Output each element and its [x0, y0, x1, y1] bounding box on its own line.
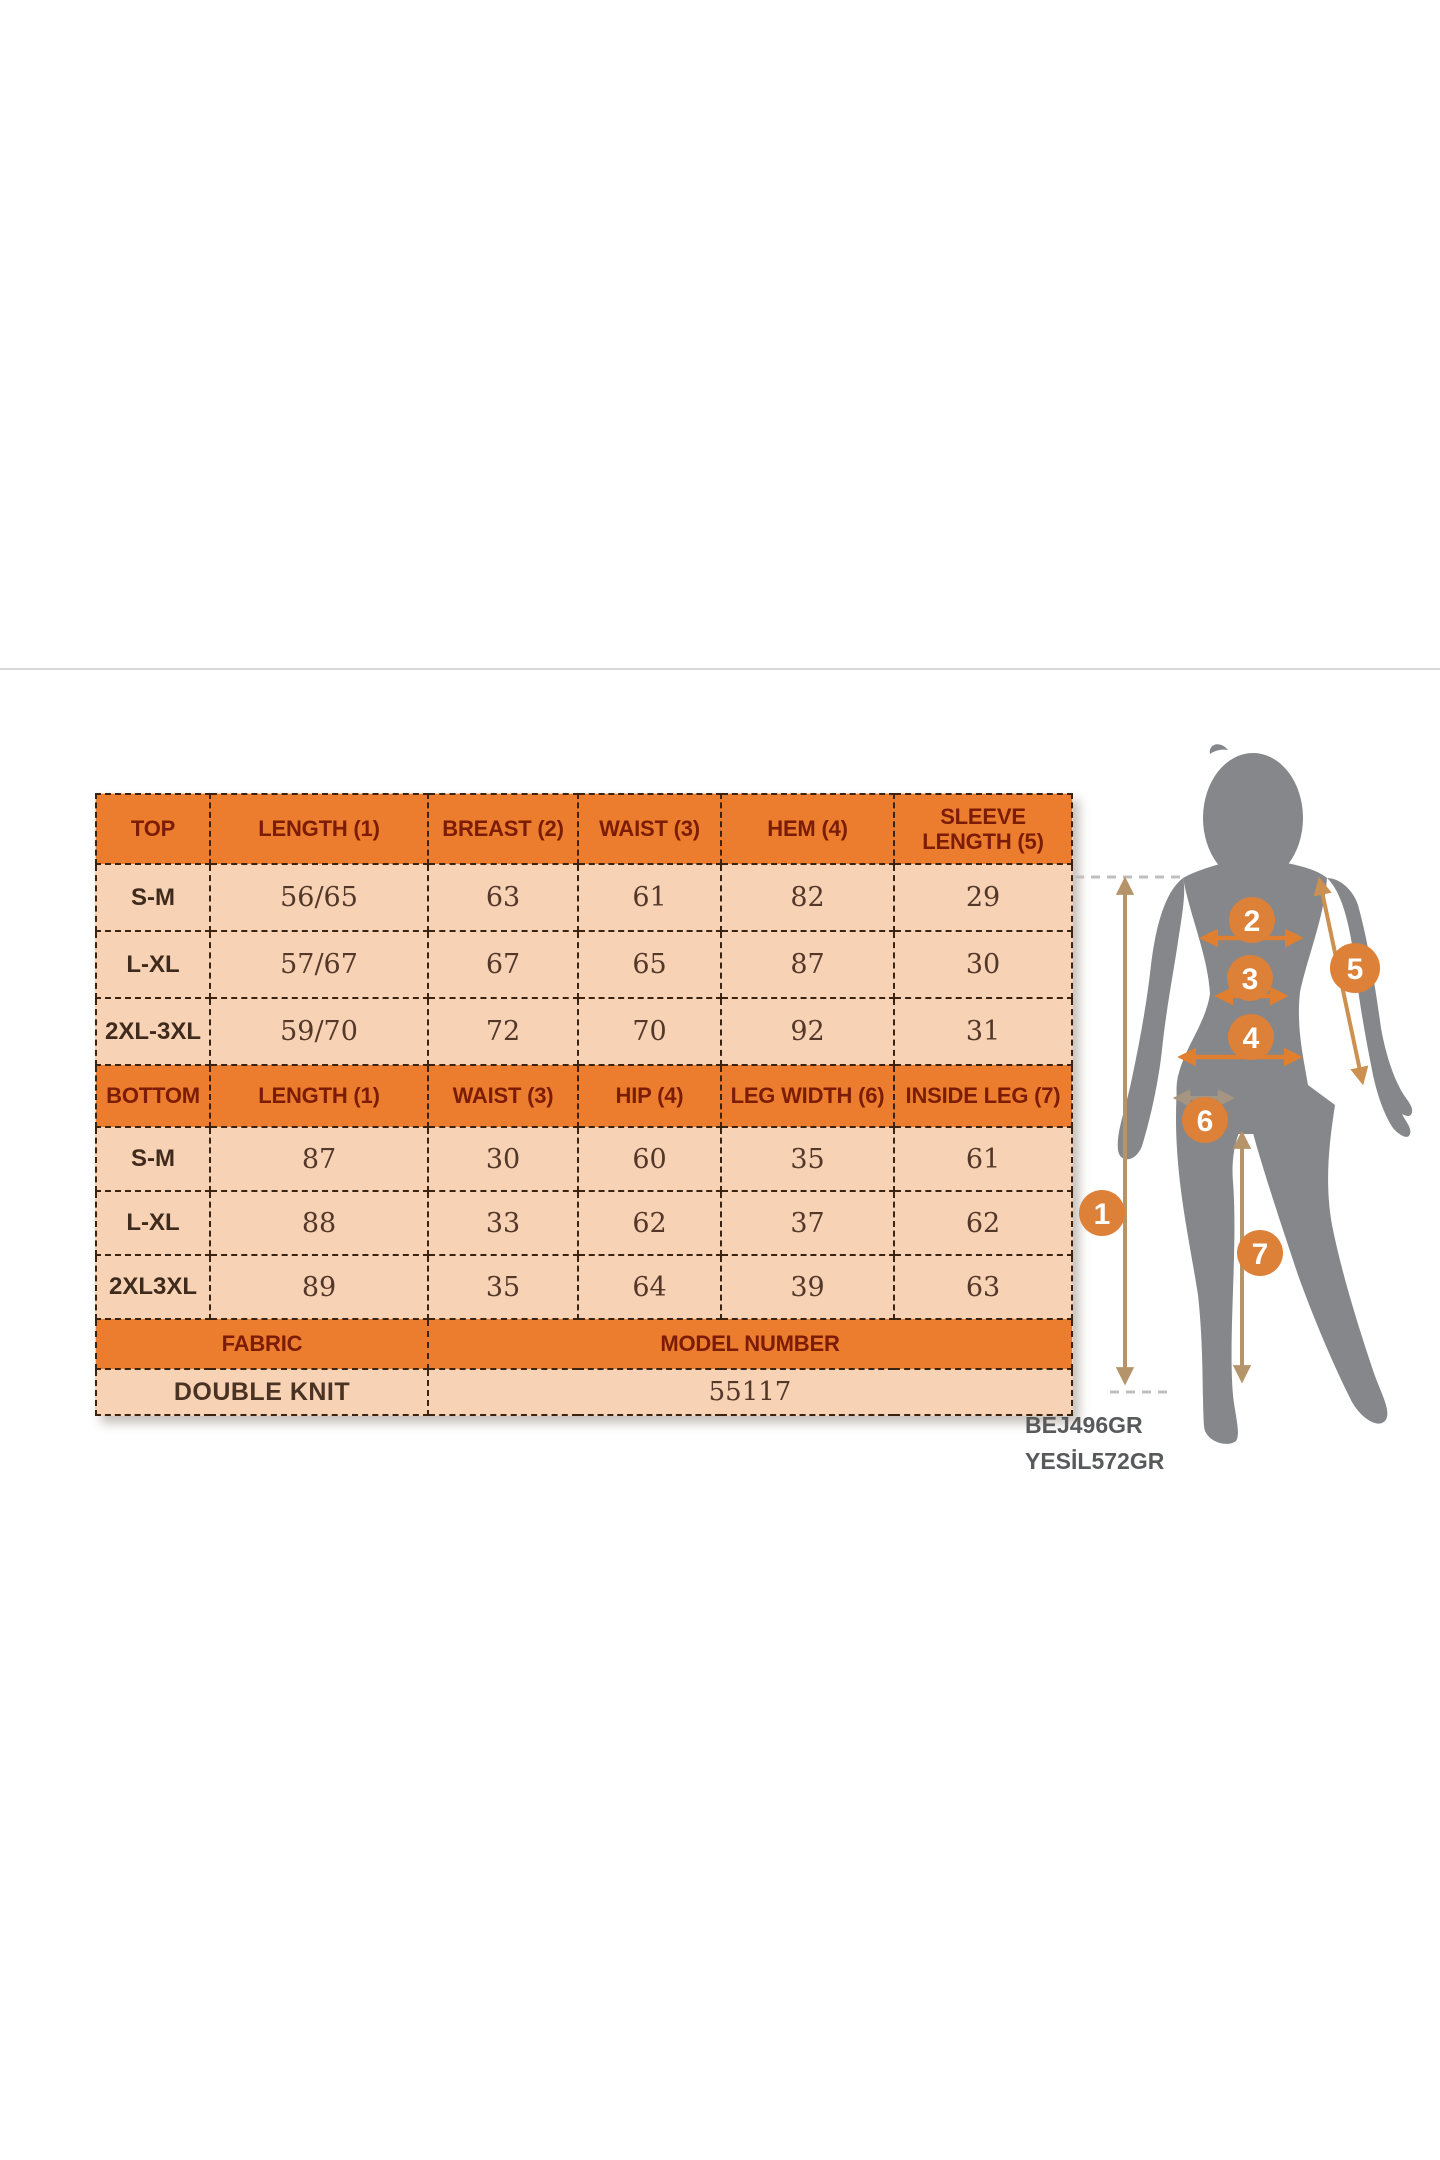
size-label: 2XL3XL: [95, 1254, 211, 1320]
measure-badge-4: 4: [1228, 1014, 1274, 1060]
size-label: L-XL: [95, 1190, 211, 1256]
svg-text:1: 1: [1094, 1198, 1111, 1231]
column-header: LENGTH (1): [209, 1064, 429, 1128]
size-value-cell: 64: [577, 1254, 722, 1320]
size-label: 2XL-3XL: [95, 997, 211, 1066]
size-value-cell: 72: [427, 997, 579, 1066]
size-value-cell: 87: [720, 930, 895, 999]
size-value-cell: 35: [720, 1126, 895, 1192]
column-header: SLEEVE LENGTH (5): [893, 793, 1073, 865]
size-value-cell: 39: [720, 1254, 895, 1320]
svg-text:2: 2: [1244, 905, 1261, 938]
column-header: TOP: [95, 793, 211, 865]
size-value-cell: 30: [427, 1126, 579, 1192]
fabric-header: FABRIC: [95, 1318, 429, 1370]
size-chart-body: TOP LENGTH (1) BREAST (2) WAIST (3) HEM (4) S…: [95, 793, 1073, 1416]
size-chart-table: TOP LENGTH (1) BREAST (2) WAIST (3) HEM (4) S…: [95, 793, 1073, 1416]
size-value-cell: 89: [209, 1254, 429, 1320]
size-value-cell: 63: [427, 863, 579, 932]
measure-badge-6: 6: [1182, 1097, 1228, 1143]
female-silhouette: [1117, 744, 1413, 1444]
model-number-header: MODEL NUMBER: [427, 1318, 1073, 1370]
column-header: BREAST (2): [427, 793, 579, 865]
size-label: L-XL: [95, 930, 211, 999]
measure-badge-7: 7: [1237, 1230, 1283, 1276]
svg-text:5: 5: [1347, 953, 1364, 986]
size-value-cell: 70: [577, 997, 722, 1066]
size-value-cell: 29: [893, 863, 1073, 932]
measurement-figure: 1 2 3 4 5 6 7: [1075, 744, 1413, 1444]
size-value-cell: 61: [577, 863, 722, 932]
size-value-cell: 92: [720, 997, 895, 1066]
column-header: WAIST (3): [427, 1064, 579, 1128]
column-header: BOTTOM: [95, 1064, 211, 1128]
size-label: S-M: [95, 863, 211, 932]
footer-header-row: FABRIC MODEL NUMBER: [95, 1318, 1073, 1370]
table-row: L-XL 57/67 67 65 87 30: [95, 930, 1073, 999]
column-header: LEG WIDTH (6): [720, 1064, 895, 1128]
size-value-cell: 88: [209, 1190, 429, 1256]
size-value-cell: 62: [893, 1190, 1073, 1256]
model-number-value: 55117: [427, 1368, 1073, 1416]
column-header: INSIDE LEG (7): [893, 1064, 1073, 1128]
measure-badge-2: 2: [1229, 897, 1275, 943]
size-value-cell: 37: [720, 1190, 895, 1256]
header-row: BOTTOM LENGTH (1) WAIST (3) HIP (4) LEG WIDT…: [95, 1064, 1073, 1128]
table-row: S-M 87 30 60 35 61: [95, 1126, 1073, 1192]
size-value-cell: 33: [427, 1190, 579, 1256]
size-value-cell: 56/65: [209, 863, 429, 932]
size-value-cell: 82: [720, 863, 895, 932]
header-row: TOP LENGTH (1) BREAST (2) WAIST (3) HEM (4) S…: [95, 793, 1073, 865]
separator-line: [0, 668, 1440, 670]
size-value-cell: 87: [209, 1126, 429, 1192]
size-value-cell: 59/70: [209, 997, 429, 1066]
svg-text:4: 4: [1243, 1022, 1260, 1055]
size-value-cell: 65: [577, 930, 722, 999]
size-value-cell: 35: [427, 1254, 579, 1320]
size-value-cell: 63: [893, 1254, 1073, 1320]
table-row: L-XL 88 33 62 37 62: [95, 1190, 1073, 1256]
measure-badge-3: 3: [1227, 955, 1273, 1001]
footer-value-row: DOUBLE KNIT 55117: [95, 1368, 1073, 1416]
size-label: S-M: [95, 1126, 211, 1192]
column-header: WAIST (3): [577, 793, 722, 865]
table-row: 2XL-3XL 59/70 72 70 92 31: [95, 997, 1073, 1066]
size-value-cell: 31: [893, 997, 1073, 1066]
size-value-cell: 60: [577, 1126, 722, 1192]
size-value-cell: 30: [893, 930, 1073, 999]
svg-text:6: 6: [1197, 1105, 1214, 1138]
column-header: HEM (4): [720, 793, 895, 865]
product-code-beige: BEJ496GR: [1025, 1412, 1143, 1438]
measure-badge-1: 1: [1079, 1190, 1125, 1236]
fabric-value: DOUBLE KNIT: [95, 1368, 429, 1416]
svg-text:3: 3: [1242, 963, 1259, 996]
size-value-cell: 62: [577, 1190, 722, 1256]
column-header: LENGTH (1): [209, 793, 429, 865]
table-row: 2XL3XL 89 35 64 39 63: [95, 1254, 1073, 1320]
size-value-cell: 61: [893, 1126, 1073, 1192]
svg-text:7: 7: [1252, 1238, 1269, 1271]
measure-badge-5: 5: [1330, 943, 1380, 993]
product-codes: BEJ496GR YESİL572GR: [1025, 1408, 1164, 1479]
size-value-cell: 67: [427, 930, 579, 999]
product-code-green: YESİL572GR: [1025, 1447, 1165, 1474]
column-header: HIP (4): [577, 1064, 722, 1128]
table-row: S-M 56/65 63 61 82 29: [95, 863, 1073, 932]
size-value-cell: 57/67: [209, 930, 429, 999]
